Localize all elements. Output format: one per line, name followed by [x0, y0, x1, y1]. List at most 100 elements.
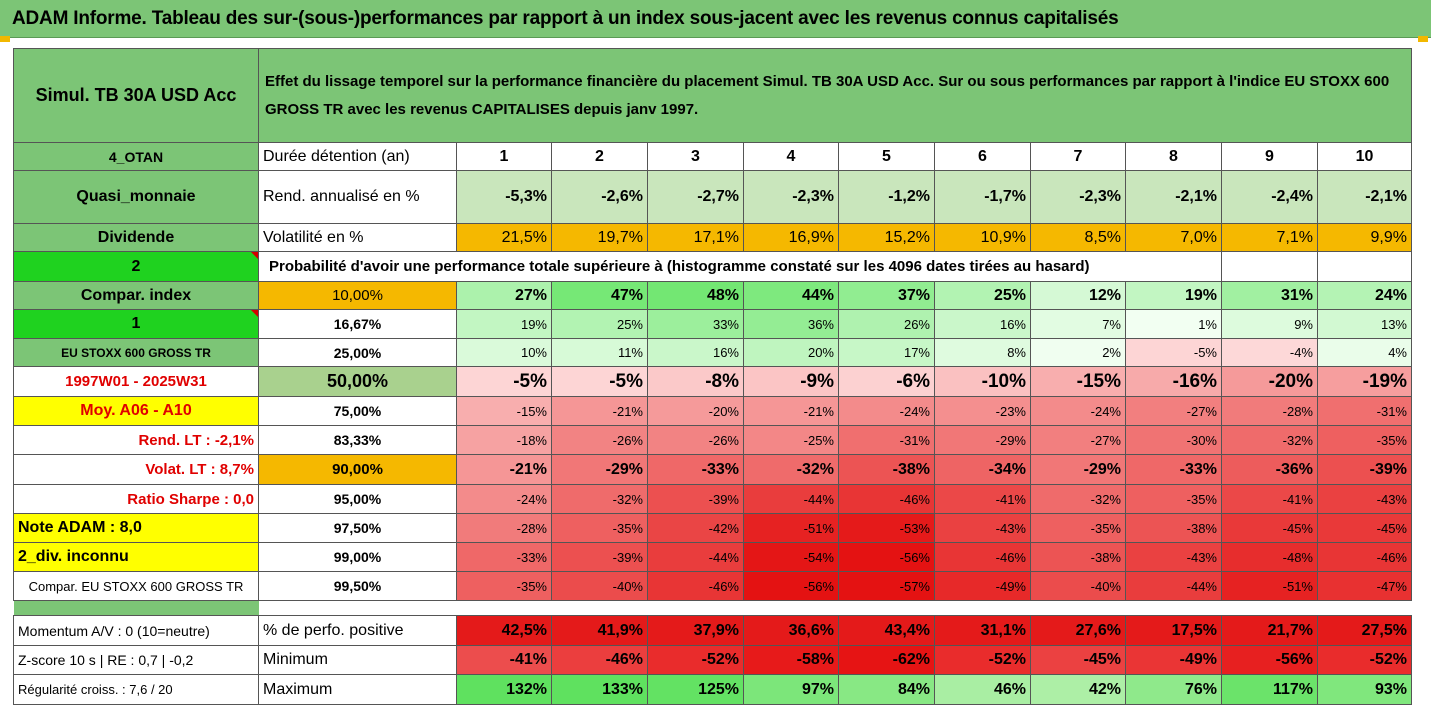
table-row: 2 Probabilité d'avoir une performance tot…	[13, 251, 1412, 282]
prob-value: -28%	[1221, 396, 1318, 426]
prob-value: 11%	[551, 338, 648, 367]
prob-value: -29%	[1030, 454, 1126, 485]
percentile-value: 75,00%	[258, 396, 457, 426]
prob-value: -45%	[1317, 513, 1412, 543]
prob-value: -57%	[838, 571, 935, 601]
prob-value: 47%	[551, 281, 648, 310]
prob-value: -31%	[1317, 396, 1412, 426]
table-row: Ratio Sharpe : 0,0 95,00% -24% -32% -39% -44%…	[13, 484, 1412, 514]
prob-value: -39%	[647, 484, 744, 514]
rend-value: -2,4%	[1221, 170, 1318, 224]
prob-value: -8%	[647, 366, 744, 397]
prob-value: 4%	[1317, 338, 1412, 367]
bottom-metric-value: 31,1%	[934, 615, 1031, 646]
prob-value: -53%	[838, 513, 935, 543]
left-label: Ratio Sharpe : 0,0	[13, 484, 259, 514]
table-row: Rend. LT : -2,1% 83,33% -18% -26% -26% -25% -3…	[13, 425, 1412, 455]
prob-value: -16%	[1125, 366, 1222, 397]
prob-value: -46%	[934, 542, 1031, 572]
bottom-metric-value: 93%	[1317, 674, 1412, 705]
prob-value: -48%	[1221, 542, 1318, 572]
category-label: Quasi_monnaie	[13, 170, 259, 224]
prob-value: -28%	[456, 513, 552, 543]
prob-value: -56%	[838, 542, 935, 572]
bottom-left-label: Momentum A/V : 0 (10=neutre)	[13, 615, 259, 646]
prob-value: -41%	[934, 484, 1031, 514]
bottom-left-label: Z-score 10 s | RE : 0,7 | -0,2	[13, 645, 259, 675]
spacer-cell	[258, 600, 1412, 616]
prob-value: 27%	[456, 281, 552, 310]
year-header: 10	[1317, 142, 1412, 171]
prob-value: -33%	[647, 454, 744, 485]
prob-value: -43%	[1125, 542, 1222, 572]
label-rend: Rend. annualisé en %	[258, 170, 457, 224]
year-header: 4	[743, 142, 839, 171]
corner-mark-right	[1418, 36, 1428, 42]
rend-value: -2,1%	[1125, 170, 1222, 224]
prob-value: -29%	[934, 425, 1031, 455]
prob-value: -32%	[1221, 425, 1318, 455]
prob-value: -21%	[456, 454, 552, 485]
bottom-metric-label: Maximum	[258, 674, 457, 705]
prob-value: -43%	[934, 513, 1031, 543]
prob-value: -35%	[1030, 513, 1126, 543]
prob-value: -23%	[934, 396, 1031, 426]
prob-value: -44%	[1125, 571, 1222, 601]
left-label: 1997W01 - 2025W31	[13, 366, 259, 397]
year-header: 5	[838, 142, 935, 171]
prob-value: -44%	[647, 542, 744, 572]
prob-value: 16%	[647, 338, 744, 367]
year-header: 9	[1221, 142, 1318, 171]
table-row: Compar. EU STOXX 600 GROSS TR 99,50% -35% -…	[13, 571, 1412, 601]
percentile-value: 16,67%	[258, 309, 457, 339]
fund-code: 4_OTAN	[13, 142, 259, 171]
prob-value: -49%	[934, 571, 1031, 601]
bottom-metric-value: 46%	[934, 674, 1031, 705]
prob-value: -5%	[1125, 338, 1222, 367]
prob-value: -35%	[551, 513, 648, 543]
prob-value: -33%	[1125, 454, 1222, 485]
prob-value: 19%	[1125, 281, 1222, 310]
prob-value: -15%	[1030, 366, 1126, 397]
prob-value: -20%	[1221, 366, 1318, 397]
table-row: Compar. index 10,00% 27% 47% 48% 44% 37% 25% 12%…	[13, 281, 1412, 310]
prob-value: -36%	[1221, 454, 1318, 485]
prob-value: -46%	[838, 484, 935, 514]
prob-value: 19%	[456, 309, 552, 339]
left-label: Compar. index	[13, 281, 259, 310]
prob-value: -32%	[1030, 484, 1126, 514]
prob-value: -45%	[1221, 513, 1318, 543]
prob-value: 25%	[551, 309, 648, 339]
prob-value: -25%	[743, 425, 839, 455]
prob-value: 13%	[1317, 309, 1412, 339]
bottom-metric-value: 42%	[1030, 674, 1126, 705]
prob-value: 8%	[934, 338, 1031, 367]
rend-value: -2,7%	[647, 170, 744, 224]
bottom-metric-value: 117%	[1221, 674, 1318, 705]
left-label: Moy. A06 - A10	[13, 396, 259, 426]
prob-value: -9%	[743, 366, 839, 397]
percentile-value: 25,00%	[258, 338, 457, 367]
left-label: Rend. LT : -2,1%	[13, 425, 259, 455]
prob-value: -32%	[743, 454, 839, 485]
bottom-metric-value: -52%	[934, 645, 1031, 675]
year-header: 7	[1030, 142, 1126, 171]
prob-value: -35%	[456, 571, 552, 601]
bottom-metric-value: -41%	[456, 645, 552, 675]
empty-cell	[1317, 251, 1412, 282]
prob-value: -38%	[1030, 542, 1126, 572]
bottom-metric-value: 17,5%	[1125, 615, 1222, 646]
prob-value: 31%	[1221, 281, 1318, 310]
rend-value: -1,7%	[934, 170, 1031, 224]
percentile-value: 10,00%	[258, 281, 457, 310]
bottom-metric-value: 43,4%	[838, 615, 935, 646]
percentile-value: 95,00%	[258, 484, 457, 514]
left-label: 2_div. inconnu	[13, 542, 259, 572]
prob-value: -21%	[551, 396, 648, 426]
prob-value: -21%	[743, 396, 839, 426]
prob-value: 12%	[1030, 281, 1126, 310]
prob-value: -5%	[551, 366, 648, 397]
prob-value: -20%	[647, 396, 744, 426]
prob-value: 2%	[1030, 338, 1126, 367]
prob-value: 33%	[647, 309, 744, 339]
